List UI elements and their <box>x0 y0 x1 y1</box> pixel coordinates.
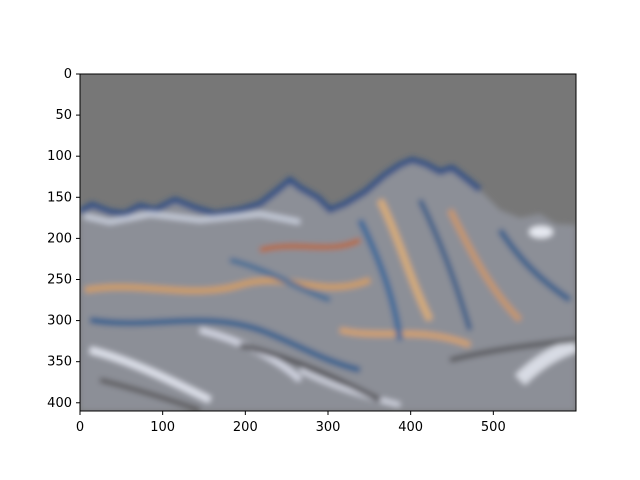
x-tick-label: 100 <box>150 420 175 435</box>
y-tick-label: 0 <box>64 67 72 82</box>
x-tick-label: 200 <box>233 420 258 435</box>
x-tick-label: 500 <box>481 420 506 435</box>
y-tick-label: 50 <box>55 108 72 123</box>
x-tick-label: 400 <box>398 420 423 435</box>
filtered-mountain-image <box>80 74 576 411</box>
x-tick-label: 300 <box>316 420 341 435</box>
y-tick-label: 400 <box>47 396 72 411</box>
y-tick-label: 350 <box>47 355 72 370</box>
y-tick-label: 300 <box>47 314 72 329</box>
x-tick-label: 0 <box>76 420 84 435</box>
y-tick-label: 250 <box>47 272 72 287</box>
y-tick-label: 150 <box>47 190 72 205</box>
y-tick-label: 200 <box>47 231 72 246</box>
x-axis-ticks: 0 100 200 300 400 500 <box>76 411 506 435</box>
y-axis-ticks: 0 50 100 150 200 250 300 350 400 <box>47 67 80 411</box>
y-tick-label: 100 <box>47 149 72 164</box>
